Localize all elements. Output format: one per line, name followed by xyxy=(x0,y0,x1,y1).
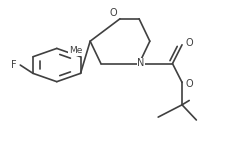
Text: O: O xyxy=(109,8,117,18)
Text: N: N xyxy=(137,58,145,68)
Text: O: O xyxy=(186,79,193,89)
Text: O: O xyxy=(186,38,193,48)
Text: F: F xyxy=(11,60,16,70)
Text: Me: Me xyxy=(69,46,82,55)
